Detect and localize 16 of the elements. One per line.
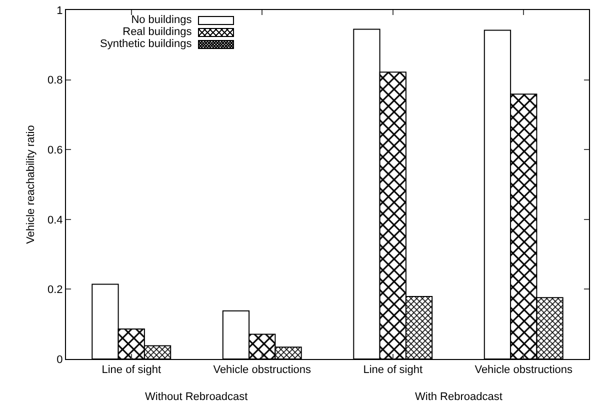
y-tick-label: 0.4 xyxy=(48,214,63,226)
y-tick-label: 0 xyxy=(56,354,63,366)
legend-label: Real buildings xyxy=(122,26,192,38)
x-tick-label: Vehicle obstructions xyxy=(213,364,312,376)
x-tick-label: Line of sight xyxy=(363,364,423,376)
legend-label: Synthetic buildings xyxy=(100,38,192,50)
y-tick-label: 0.8 xyxy=(48,74,63,87)
y-tick-label: 0.2 xyxy=(48,284,63,296)
x-tick-label: Line of sight xyxy=(102,364,162,376)
legend-label: No buildings xyxy=(131,14,192,26)
y-tick-label: 1 xyxy=(56,4,63,17)
y-axis-title: Vehicle reachability ratio xyxy=(25,125,37,244)
x-tick-label: Vehicle obstructions xyxy=(474,364,574,376)
text: Without Rebroadcast xyxy=(145,391,248,403)
y-tick-label: 0.6 xyxy=(48,144,63,156)
text: With Rebroadcast xyxy=(415,391,502,403)
